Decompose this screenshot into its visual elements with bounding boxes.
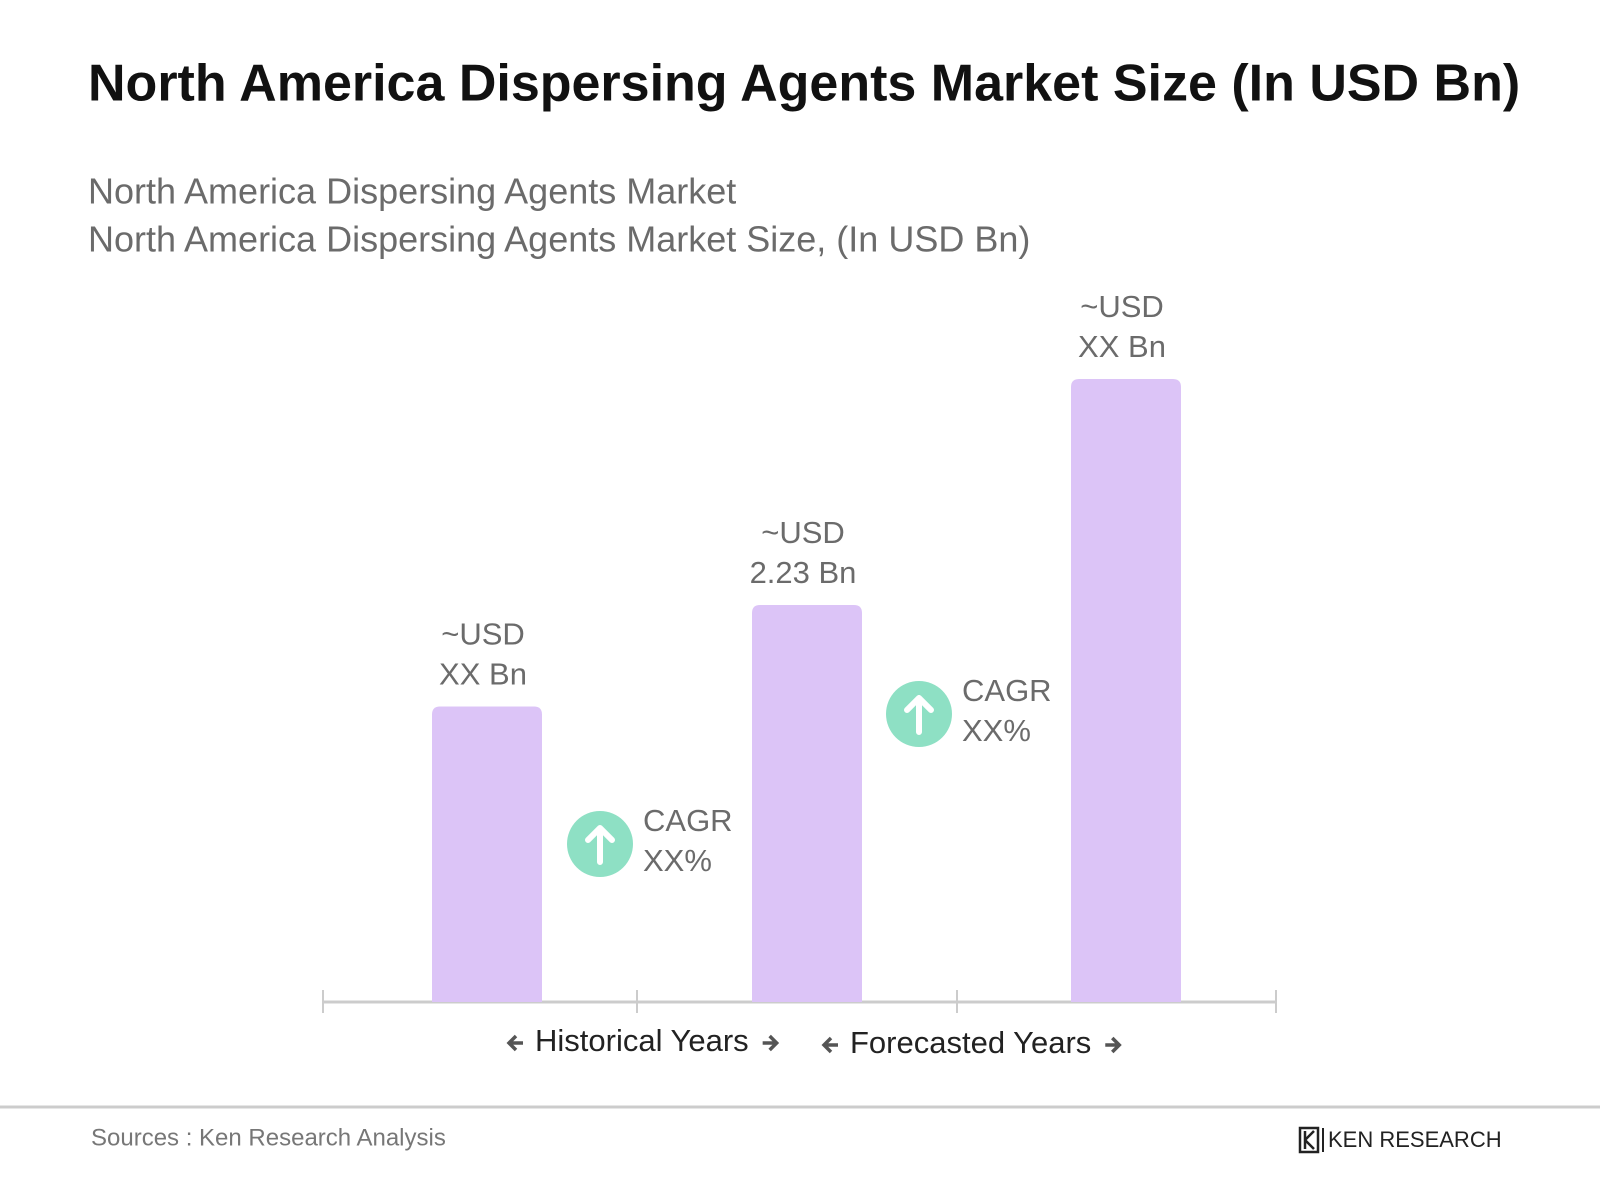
bar bbox=[432, 706, 542, 1002]
source-note: Sources : Ken Research Analysis bbox=[91, 1124, 446, 1151]
logo-mark bbox=[1298, 1126, 1320, 1154]
value-label: XX Bn bbox=[439, 657, 527, 692]
brand-name: KEN RESEARCH bbox=[1328, 1127, 1502, 1152]
value-label: ~USD bbox=[441, 617, 525, 652]
cagr-arrow bbox=[904, 695, 934, 735]
cagr-arrow bbox=[585, 825, 615, 865]
value-label: 2.23 Bn bbox=[750, 555, 857, 590]
cagr-label: XX% bbox=[962, 713, 1031, 748]
period-label: Forecasted Years bbox=[850, 1025, 1091, 1060]
period-arrow bbox=[821, 1036, 838, 1054]
period-arrow bbox=[762, 1034, 780, 1052]
logo-mark bbox=[1303, 1130, 1315, 1150]
chart-subtitle: North America Dispersing Agents Market S… bbox=[88, 219, 1030, 260]
period-arrow bbox=[506, 1034, 523, 1052]
chart-title: North America Dispersing Agents Market S… bbox=[88, 55, 1520, 113]
value-label: ~USD bbox=[761, 515, 845, 550]
bar bbox=[1071, 379, 1181, 1002]
cagr-label: CAGR bbox=[643, 803, 733, 838]
value-label: XX Bn bbox=[1078, 329, 1166, 364]
bar bbox=[752, 605, 862, 1002]
value-label: ~USD bbox=[1080, 289, 1164, 324]
period-label: Historical Years bbox=[535, 1023, 749, 1058]
cagr-label: XX% bbox=[643, 843, 712, 878]
period-arrow bbox=[1105, 1036, 1122, 1054]
cagr-label: CAGR bbox=[962, 673, 1052, 708]
chart-subtitle: North America Dispersing Agents Market bbox=[88, 171, 736, 212]
brand-logo: KEN RESEARCH bbox=[1298, 1126, 1502, 1154]
